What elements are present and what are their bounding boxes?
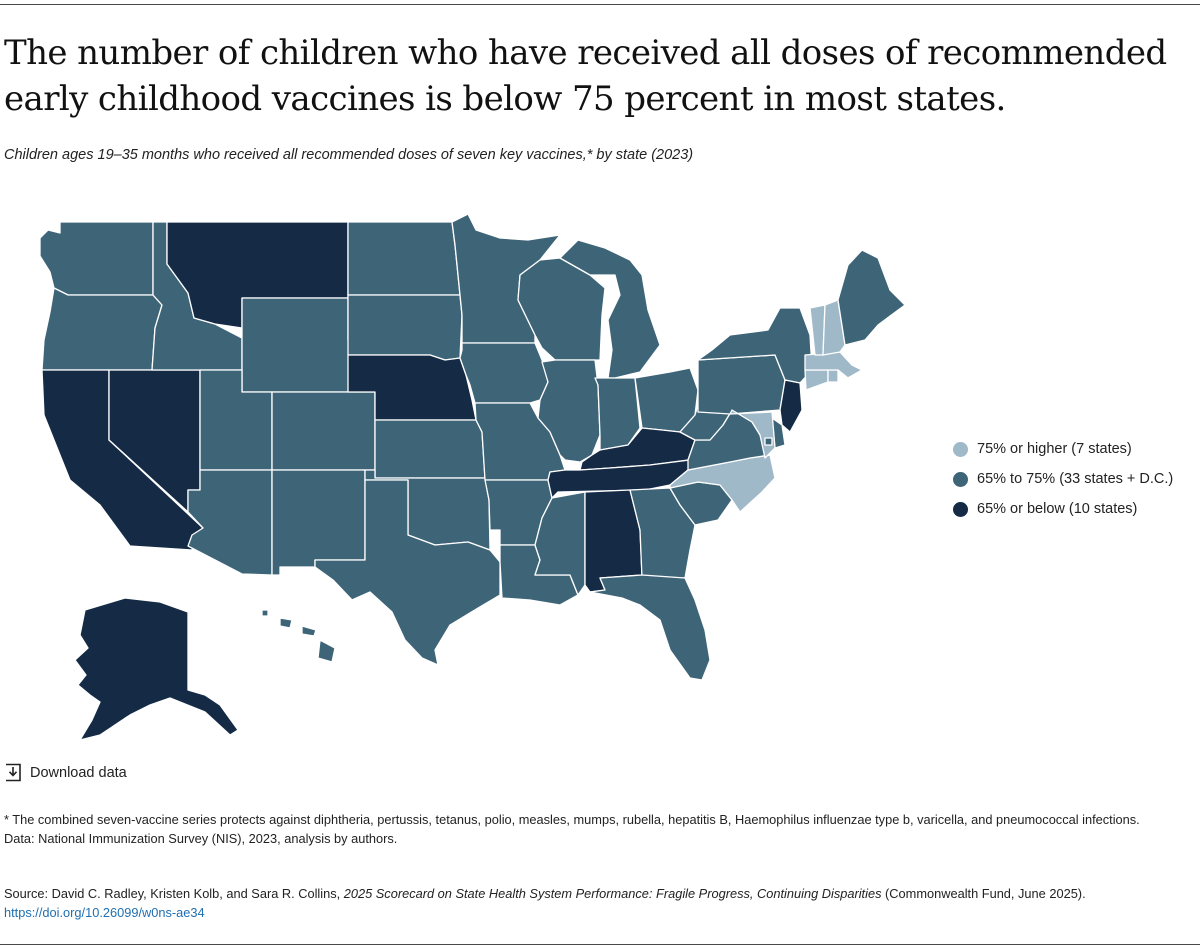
- state-dc: [764, 437, 773, 446]
- state-ma: [804, 351, 863, 379]
- bottom-rule: [0, 944, 1200, 945]
- us-map-svg: [39, 213, 906, 741]
- source-report-title: 2025 Scorecard on State Health System Pe…: [343, 886, 882, 901]
- chart-title: The number of children who have received…: [4, 33, 1167, 119]
- download-data-label: Download data: [30, 764, 127, 781]
- state-ks: [374, 419, 486, 479]
- footnote-vaccines: * The combined seven-vaccine series prot…: [4, 812, 1140, 827]
- us-choropleth-map: [30, 200, 920, 760]
- state-ia: [459, 342, 549, 404]
- footnote: * The combined seven-vaccine series prot…: [4, 811, 1194, 848]
- download-icon: [6, 763, 21, 782]
- download-data-button[interactable]: Download data: [4, 763, 127, 782]
- state-ny: [697, 307, 813, 384]
- legend-label-high: 75% or higher (7 states): [977, 441, 1132, 457]
- state-tx: [314, 479, 501, 666]
- state-md: [729, 409, 776, 459]
- state-ct: [804, 369, 829, 391]
- state-ne: [347, 354, 477, 421]
- source-citation: Source: David C. Radley, Kristen Kolb, a…: [4, 884, 1199, 922]
- state-co: [271, 391, 376, 471]
- state-mi: [559, 239, 661, 379]
- legend-label-middle: 65% to 75% (33 states + D.C.): [977, 471, 1174, 487]
- legend-item-middle: 65% to 75% (33 states + D.C.): [953, 464, 1193, 494]
- legend-swatch-low: [953, 501, 968, 517]
- state-ri: [827, 369, 839, 383]
- legend-item-low: 65% or below (10 states): [953, 494, 1193, 524]
- state-ak: [74, 597, 239, 741]
- legend-swatch-high: [953, 441, 968, 457]
- source-suffix: (Commonwealth Fund, June 2025).: [881, 886, 1086, 901]
- state-fl: [589, 574, 711, 681]
- state-pa: [697, 354, 786, 415]
- top-rule: [0, 4, 1200, 5]
- state-or: [41, 287, 163, 371]
- source-prefix: Source: David C. Radley, Kristen Kolb, a…: [4, 886, 344, 901]
- state-nd: [347, 221, 461, 296]
- state-nj: [779, 379, 803, 433]
- state-wa: [39, 221, 154, 296]
- state-wi: [517, 257, 606, 361]
- state-sd: [347, 294, 463, 361]
- map-legend: 75% or higher (7 states) 65% to 75% (33 …: [953, 434, 1193, 524]
- doi-link[interactable]: https://doi.org/10.26099/w0ns-ae34: [4, 905, 205, 920]
- state-az: [187, 469, 273, 576]
- state-nm: [271, 469, 366, 576]
- chart-subtitle: Children ages 19–35 months who received …: [4, 147, 694, 163]
- state-me: [837, 249, 906, 346]
- footnote-data-source: Data: National Immunization Survey (NIS)…: [4, 830, 398, 846]
- state-hi: [261, 609, 336, 663]
- legend-label-low: 65% or below (10 states): [977, 501, 1138, 517]
- legend-swatch-middle: [953, 471, 968, 487]
- legend-item-high: 75% or higher (7 states): [953, 434, 1193, 464]
